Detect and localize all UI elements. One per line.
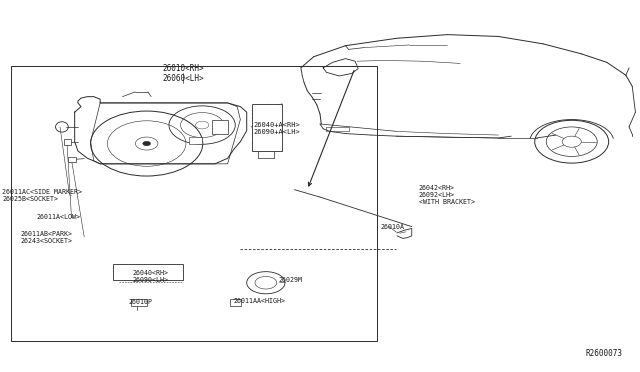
Bar (131, 299, 147, 306)
Bar (189, 137, 202, 144)
Bar (68, 157, 76, 161)
Bar (252, 104, 282, 151)
Text: R2600073: R2600073 (586, 349, 623, 358)
Bar (212, 119, 228, 134)
Text: 26011AC<SIDE MARKER>
26025B<SOCKET>: 26011AC<SIDE MARKER> 26025B<SOCKET> (2, 189, 82, 202)
Text: 26029M: 26029M (278, 277, 303, 283)
Text: 26010A: 26010A (381, 224, 404, 230)
Bar (113, 263, 183, 280)
Bar (64, 140, 72, 145)
Text: 26011AA<HIGH>: 26011AA<HIGH> (234, 298, 286, 304)
Text: 26040+A<RH>
26090+A<LH>: 26040+A<RH> 26090+A<LH> (253, 122, 300, 135)
Text: 26010<RH>
26060<LH>: 26010<RH> 26060<LH> (162, 64, 204, 83)
Bar (230, 299, 241, 306)
Text: 26011AB<PARK>
26243<SOCKET>: 26011AB<PARK> 26243<SOCKET> (20, 231, 72, 244)
Text: 26011A<LOW>: 26011A<LOW> (36, 214, 81, 220)
Text: 26042<RH>
26092<LH>
<WITH BRACKET>: 26042<RH> 26092<LH> <WITH BRACKET> (419, 185, 475, 205)
Circle shape (143, 141, 150, 146)
Text: 26040<RH>
26090<LH>: 26040<RH> 26090<LH> (132, 270, 168, 283)
Bar (11, 66, 378, 341)
Text: 26010P: 26010P (129, 299, 153, 305)
